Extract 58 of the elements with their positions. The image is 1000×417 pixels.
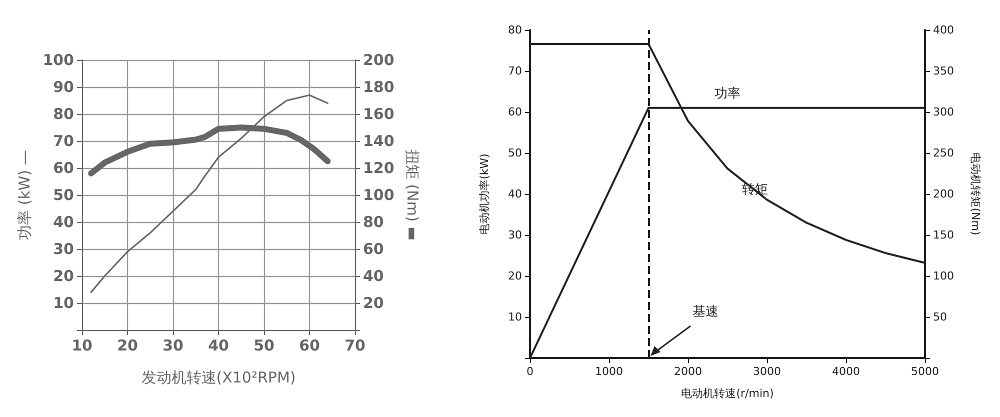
- y2-tick-label: 300: [933, 106, 954, 118]
- y-axis-title: 功率 (kW) —: [15, 150, 34, 240]
- x-tick-label: 2000: [674, 365, 702, 378]
- y2-tick-label: 80: [363, 213, 384, 231]
- x-tick-label: 3000: [753, 365, 781, 378]
- y2-tick-label: 60: [363, 240, 384, 258]
- annotation: 基速: [692, 304, 718, 320]
- y2-axis-title: 电动机转矩(Nm): [969, 152, 982, 236]
- y-tick-label: 70: [508, 64, 522, 78]
- y2-axis-title: 扭矩 (Nm) ▬: [404, 149, 422, 241]
- y2-tick-label: 350: [933, 64, 954, 78]
- x-tick-label: 4000: [832, 365, 860, 378]
- annotation: 功率: [714, 85, 740, 102]
- y2-tick-label: 100: [363, 186, 394, 204]
- y-tick-label: 90: [53, 78, 74, 96]
- x-tick-label: 40: [208, 336, 229, 354]
- x-tick-label: 70: [344, 336, 366, 354]
- x-tick-label: 10: [72, 336, 92, 354]
- x-axis-title: 电动机转速(r/min): [681, 387, 774, 400]
- x-tick-label: 1000: [595, 365, 623, 378]
- y-tick-label: 40: [508, 188, 522, 200]
- y2-tick-label: 100: [933, 270, 954, 282]
- y-axis-title: 电动机功率(kW): [478, 154, 491, 234]
- x-tick-label: 0: [526, 365, 534, 378]
- y-tick-label: 30: [53, 240, 74, 258]
- y-tick-label: 80: [53, 105, 74, 123]
- y2-tick-label: 20: [363, 294, 384, 312]
- y-tick-label: 60: [53, 159, 74, 177]
- y2-tick-label: 50: [933, 310, 947, 324]
- y-tick-label: 50: [508, 146, 522, 160]
- x-axis-title: 发动机转速(X10²RPM): [141, 368, 296, 386]
- x-tick-label: 5000: [911, 365, 939, 378]
- y-tick-label: 40: [53, 213, 74, 231]
- y-tick-label: 60: [508, 106, 522, 118]
- x-tick-label: 30: [162, 336, 184, 354]
- y-tick-label: 20: [508, 270, 522, 282]
- y2-tick-label: 120: [363, 159, 394, 177]
- x-tick-label: 60: [299, 336, 320, 354]
- y-tick-label: 100: [42, 51, 74, 69]
- y2-tick-label: 140: [363, 132, 394, 150]
- y-tick-label: 30: [508, 228, 522, 242]
- y-tick-label: 10: [508, 310, 522, 324]
- x-tick-label: 50: [254, 336, 274, 354]
- y2-tick-label: 160: [363, 105, 394, 123]
- y-tick-label: 10: [53, 294, 74, 312]
- y2-tick-label: 150: [933, 228, 954, 242]
- y-tick-label: 70: [53, 132, 74, 150]
- line-series: [90, 94, 328, 293]
- y2-tick-label: 400: [933, 24, 954, 36]
- y2-tick-label: 250: [933, 146, 954, 160]
- y2-tick-label: 40: [363, 267, 384, 285]
- y-tick-label: 20: [53, 267, 74, 285]
- y-tick-label: 50: [53, 186, 74, 204]
- x-tick-label: 20: [117, 336, 138, 354]
- y2-tick-label: 200: [363, 51, 394, 69]
- y2-tick-label: 200: [933, 188, 954, 200]
- y2-tick-label: 180: [363, 78, 394, 96]
- y-tick-label: 80: [508, 24, 522, 36]
